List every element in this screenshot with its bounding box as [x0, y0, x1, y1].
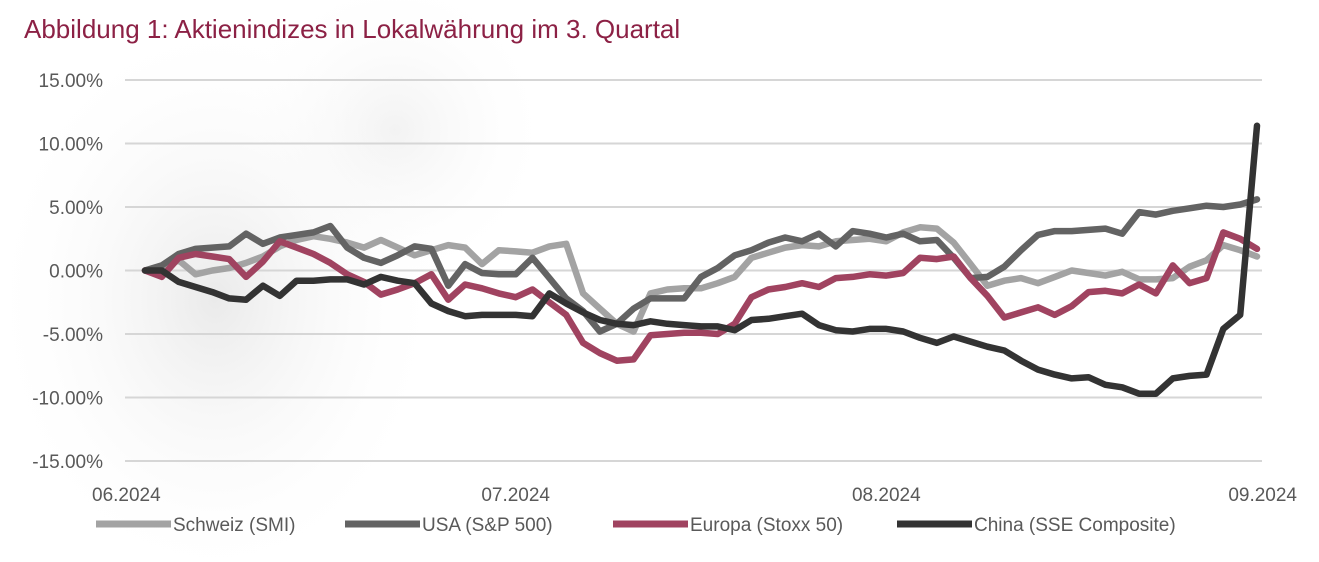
- y-tick-label: 5.00%: [49, 198, 103, 219]
- legend-label: USA (S&P 500): [422, 515, 553, 536]
- series: [141, 122, 1261, 397]
- x-tick-label: 08.2024: [852, 485, 921, 506]
- x-tick-label: 07.2024: [481, 485, 550, 506]
- y-tick-label: -15.00%: [32, 452, 103, 473]
- background-decoration: [0, 0, 555, 562]
- y-tick-label: 0.00%: [49, 262, 103, 283]
- y-tick-label: -5.00%: [43, 325, 103, 346]
- legend-label: Europa (Stoxx 50): [690, 515, 843, 536]
- series-line-usa-s-p-500: [141, 196, 1261, 335]
- legend-label: Schweiz (SMI): [173, 515, 295, 536]
- x-tick-label: 06.2024: [92, 485, 161, 506]
- chart-title: Abbildung 1: Aktienindizes in Lokalwähru…: [24, 14, 681, 44]
- x-axis-ticks: 06.2024 07.2024 08.2024 09.2024: [92, 485, 1297, 506]
- series-line-china-sse-composite: [141, 122, 1261, 397]
- series-line-europa-stoxx-50: [141, 229, 1261, 364]
- y-tick-label: 15.00%: [39, 71, 104, 92]
- legend: Schweiz (SMI) USA (S&P 500) Europa (Stoxx …: [96, 515, 1176, 536]
- grid: [125, 79, 1262, 462]
- y-axis-ticks: 15.00% 10.00% 5.00% 0.00% -5.00% -10.00% -15.0…: [32, 71, 103, 473]
- y-tick-label: -10.00%: [32, 389, 103, 410]
- series-line-schweiz-smi: [141, 224, 1261, 335]
- legend-label: China (SSE Composite): [974, 515, 1176, 536]
- y-tick-label: 10.00%: [39, 135, 104, 156]
- x-tick-label: 09.2024: [1228, 485, 1297, 506]
